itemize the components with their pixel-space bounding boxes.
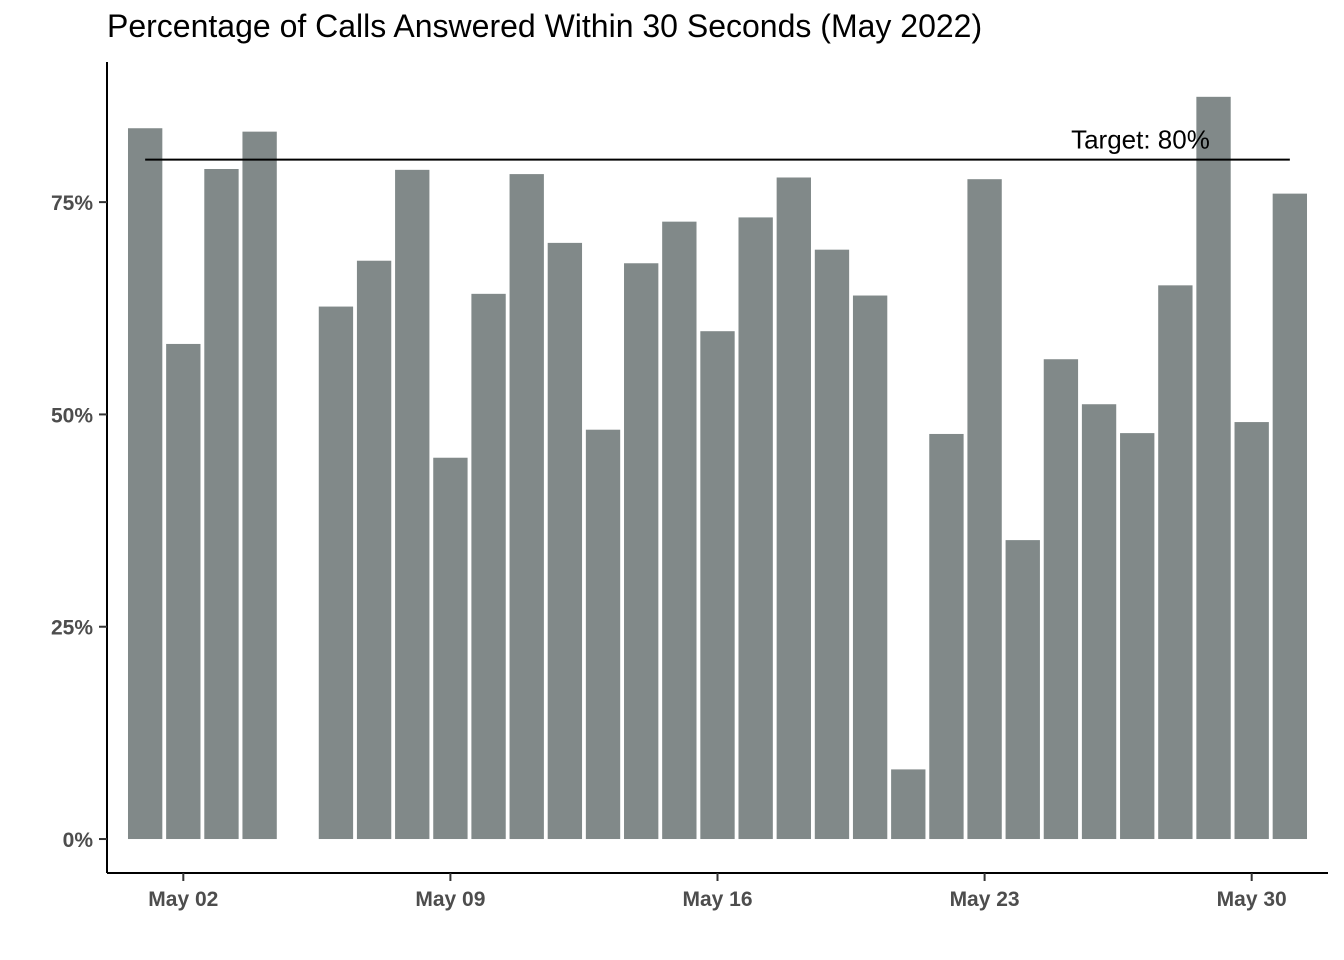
y-tick-label: 0%	[63, 829, 94, 852]
y-tick-label: 75%	[51, 192, 93, 215]
bar-2022-05-11	[509, 174, 544, 840]
bar-2022-05-14	[624, 263, 659, 840]
bar-2022-05-27	[1120, 433, 1155, 840]
bar-2022-05-08	[395, 169, 430, 840]
bar-2022-05-03	[204, 169, 239, 840]
bar-2022-05-19	[814, 249, 850, 840]
y-ticks-group: 0% 25% 50% 75%	[51, 192, 107, 852]
chart-title: Percentage of Calls Answered Within 30 S…	[107, 8, 983, 44]
bar-2022-05-07	[356, 260, 392, 840]
bar-2022-05-20	[852, 295, 888, 840]
bar-2022-05-15	[662, 221, 697, 840]
y-tick-label: 50%	[51, 404, 93, 427]
bar-2022-05-29	[1196, 96, 1231, 840]
x-tick-label: May 16	[682, 888, 752, 911]
target-label: Target: 80%	[1071, 125, 1210, 155]
bar-2022-05-02	[166, 343, 201, 840]
bar-2022-05-26	[1081, 404, 1117, 840]
bar-2022-05-21	[891, 769, 926, 840]
bar-2022-05-10	[471, 293, 506, 840]
bar-2022-05-01	[127, 128, 163, 840]
x-tick-label: May 30	[1217, 888, 1287, 911]
target-line-group: Target: 80%	[145, 125, 1290, 161]
bar-2022-05-04	[242, 131, 277, 840]
bar-2022-05-22	[929, 433, 964, 840]
y-tick-label: 25%	[51, 617, 93, 640]
bar-2022-05-06	[318, 306, 354, 840]
bars-group	[127, 96, 1308, 840]
bar-2022-05-23	[967, 179, 1002, 840]
x-tick-label: May 23	[950, 888, 1020, 911]
bar-2022-05-17	[738, 217, 773, 840]
bar-2022-05-25	[1043, 359, 1079, 840]
bar-2022-05-31	[1272, 193, 1308, 840]
x-tick-label: May 09	[415, 888, 485, 911]
bar-2022-05-28	[1158, 285, 1193, 840]
bar-2022-05-18	[776, 177, 811, 840]
bar-2022-05-12	[547, 242, 583, 840]
x-tick-label: May 02	[148, 888, 218, 911]
bar-2022-05-13	[585, 429, 621, 840]
bar-2022-05-09	[433, 457, 468, 840]
bar-2022-05-24	[1005, 540, 1040, 840]
x-ticks-group: May 02 May 09 May 16 May 23 May 30	[148, 873, 1287, 911]
bar-2022-05-30	[1234, 422, 1269, 840]
bar-2022-05-16	[700, 331, 735, 840]
